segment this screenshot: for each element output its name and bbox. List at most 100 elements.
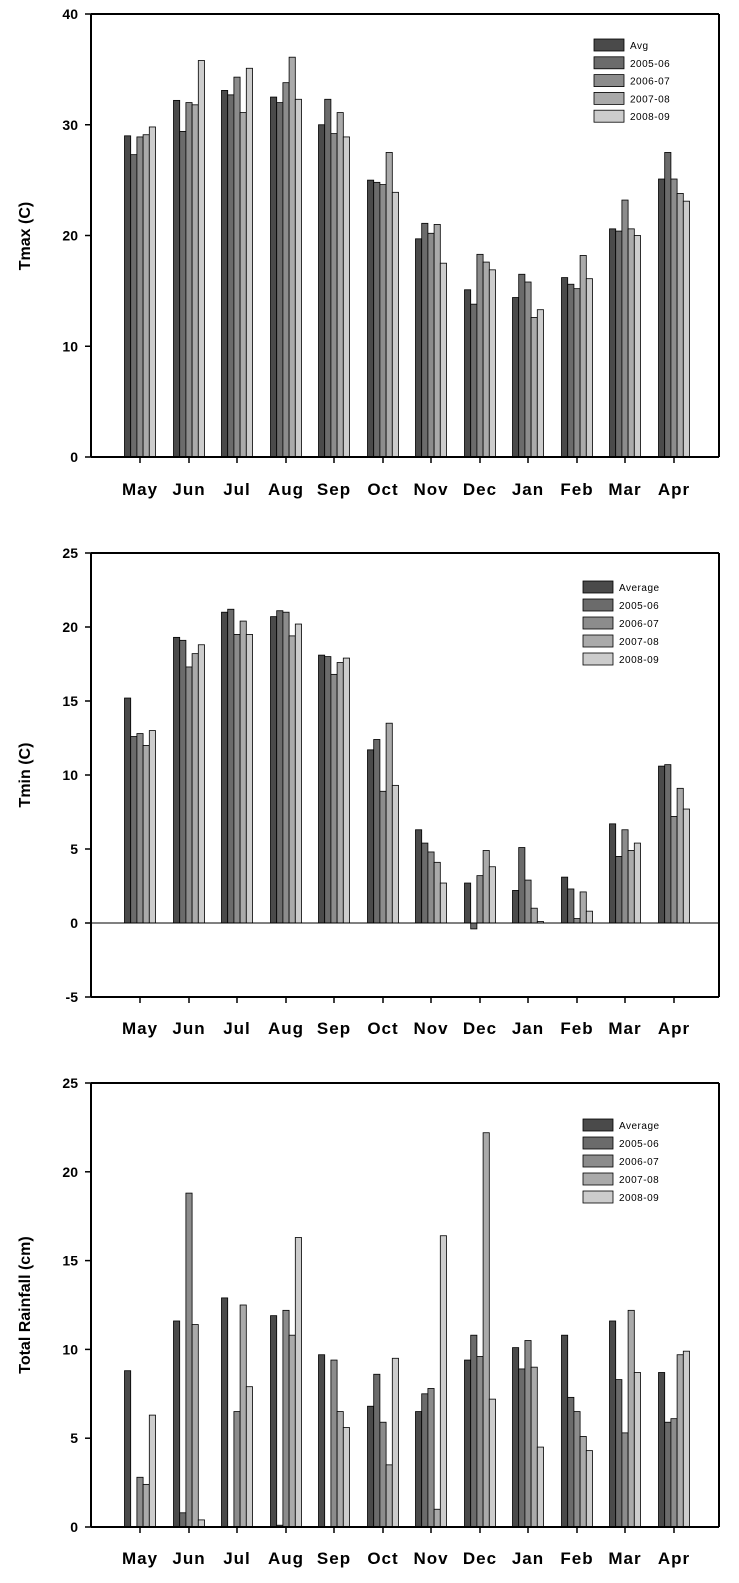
y-tick-label: 5 (70, 841, 78, 857)
bar (391, 191, 399, 458)
bar (615, 230, 623, 458)
bar (282, 611, 290, 924)
bar (427, 851, 435, 924)
bar (621, 829, 629, 924)
bar (136, 1476, 144, 1528)
y-tick-label: 5 (70, 1430, 78, 1446)
bar (336, 662, 344, 924)
bar (670, 1418, 678, 1528)
bar (567, 1396, 575, 1528)
x-tick-label: Sep (317, 1549, 351, 1568)
bar (518, 273, 526, 458)
bar (476, 253, 484, 458)
bar (488, 269, 496, 458)
x-tick-label: Apr (658, 480, 690, 499)
x-tick-label: Mar (608, 480, 641, 499)
x-tick-label: Dec (463, 1549, 497, 1568)
bar (173, 1320, 181, 1528)
x-tick-label: Aug (268, 1019, 304, 1038)
bar (233, 76, 241, 458)
bar (385, 1464, 393, 1528)
x-tick-label: Jun (172, 480, 205, 499)
legend-label: 2008-09 (619, 655, 659, 666)
bar (439, 882, 447, 924)
y-axis-title: Total Rainfall (cm) (17, 1236, 34, 1374)
legend-label: 2006-07 (619, 619, 659, 630)
x-tick-label: Dec (463, 1019, 497, 1038)
bar (439, 262, 447, 458)
bar (421, 842, 429, 924)
bar (385, 722, 393, 924)
x-tick-label: Oct (367, 480, 398, 499)
bar (379, 184, 387, 458)
bar (676, 1354, 684, 1528)
x-tick-label: Oct (367, 1019, 398, 1038)
x-tick-label: Nov (413, 1549, 448, 1568)
legend-swatch (582, 616, 614, 630)
bar (233, 1411, 241, 1528)
bar (185, 666, 193, 924)
legend-swatch (582, 1190, 614, 1204)
bar (288, 635, 296, 924)
bar (148, 730, 156, 924)
legend-swatch (582, 598, 614, 612)
bar (330, 133, 338, 458)
bar (191, 653, 199, 924)
bar (609, 228, 617, 458)
bar (670, 178, 678, 458)
x-tick-label: Apr (658, 1019, 690, 1038)
bar (579, 1436, 587, 1528)
bar (197, 644, 205, 924)
y-tick-label: -5 (66, 989, 79, 1005)
bar (179, 130, 187, 458)
bar (470, 1334, 478, 1528)
x-tick-label: May (122, 1549, 158, 1568)
bar (227, 608, 235, 924)
bar (239, 1304, 247, 1528)
bar (245, 1386, 253, 1528)
bar (633, 842, 641, 924)
bar (470, 303, 478, 458)
x-tick-label: Mar (608, 1019, 641, 1038)
x-tick-label: Feb (560, 1549, 593, 1568)
bar (476, 1356, 484, 1528)
y-tick-label: 0 (70, 449, 78, 465)
bar (585, 910, 593, 924)
x-tick-label: Dec (463, 480, 497, 499)
bar (627, 228, 635, 458)
legend-label: 2007-08 (619, 637, 659, 648)
bar (191, 104, 199, 458)
bar (482, 261, 490, 458)
bar (682, 808, 690, 924)
legend-swatch (582, 1172, 614, 1186)
tmin-chart: -5 0 5 10 15 20 25 May Jun Jul Aug Sep Oct Nov Dec Jan F… (17, 545, 720, 1038)
bar (282, 82, 290, 458)
bar (185, 1192, 193, 1528)
bar (664, 764, 672, 924)
bar (179, 1512, 187, 1528)
bar (173, 636, 181, 924)
y-tick-label: 25 (62, 1075, 78, 1091)
bar (270, 96, 278, 458)
bar (148, 1414, 156, 1528)
bar (573, 288, 581, 458)
x-tick-label: Feb (560, 480, 593, 499)
bar (682, 1350, 690, 1528)
bar (294, 1237, 302, 1528)
legend-label: 2005-06 (619, 601, 659, 612)
bar (476, 875, 484, 924)
y-tick-label: 15 (62, 693, 78, 709)
bar (482, 850, 490, 924)
bar (658, 178, 666, 458)
bar (221, 611, 229, 924)
y-tick-label: 20 (62, 228, 78, 244)
legend-swatch (582, 1118, 614, 1132)
y-tick-label: 0 (70, 1519, 78, 1535)
bar (573, 1411, 581, 1528)
bar (433, 1508, 441, 1528)
bar (330, 673, 338, 924)
x-tick-label: Jul (223, 480, 251, 499)
y-tick-label: 20 (62, 619, 78, 635)
legend-label: 2005-06 (630, 59, 670, 70)
y-tick-label: 0 (70, 915, 78, 931)
